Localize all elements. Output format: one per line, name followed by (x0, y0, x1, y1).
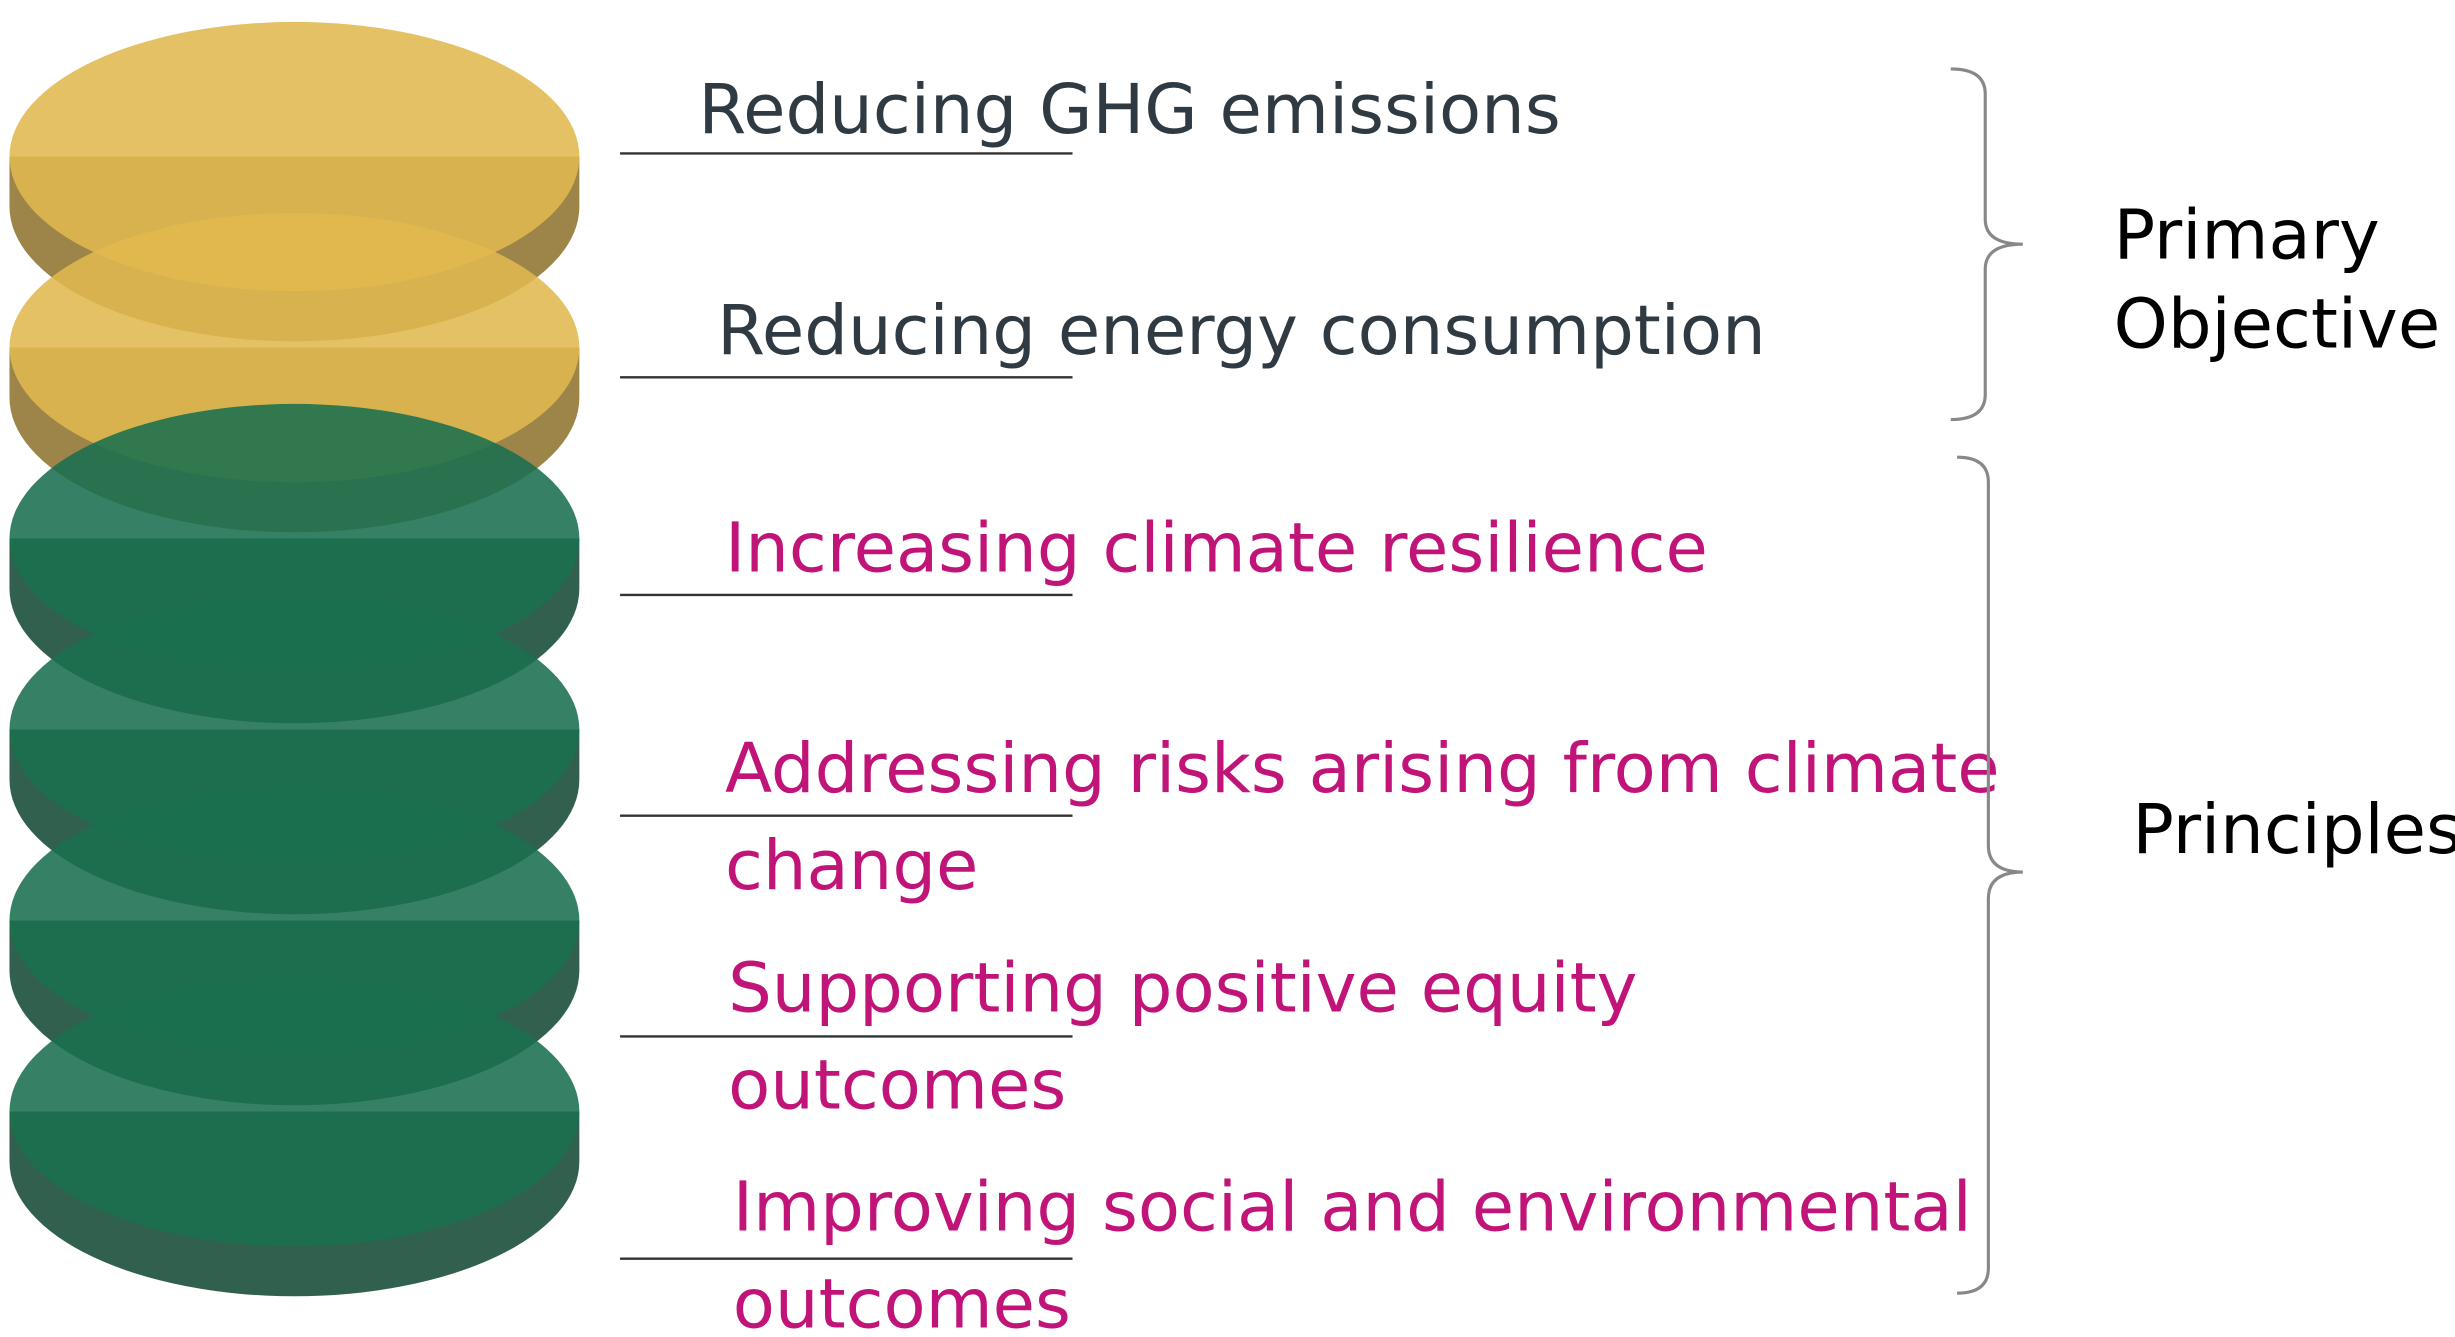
item-label: Reducing energy consumption (717, 291, 1766, 371)
item-label: Improving social and environmental (733, 1168, 1972, 1248)
braces (1951, 69, 2023, 1293)
item-label: Reducing GHG emissions (698, 70, 1560, 150)
item-label: outcomes (728, 1045, 1066, 1125)
item-label: Increasing climate resilience (725, 508, 1708, 588)
item-label: change (725, 826, 978, 906)
item-label: outcomes (733, 1265, 1071, 1337)
item-label: Supporting positive equity (728, 948, 1637, 1028)
disc-stack (9, 22, 579, 1296)
diagram: Reducing GHG emissions Reducing energy c… (0, 0, 2455, 1337)
disc-top (9, 977, 579, 1246)
brace (1951, 69, 2023, 420)
group-label: Principles (2132, 790, 2455, 870)
item-label: Addressing risks arising from climate (725, 729, 2000, 809)
group-label: Primary (2114, 195, 2380, 275)
group-label: Objective (2114, 285, 2441, 365)
